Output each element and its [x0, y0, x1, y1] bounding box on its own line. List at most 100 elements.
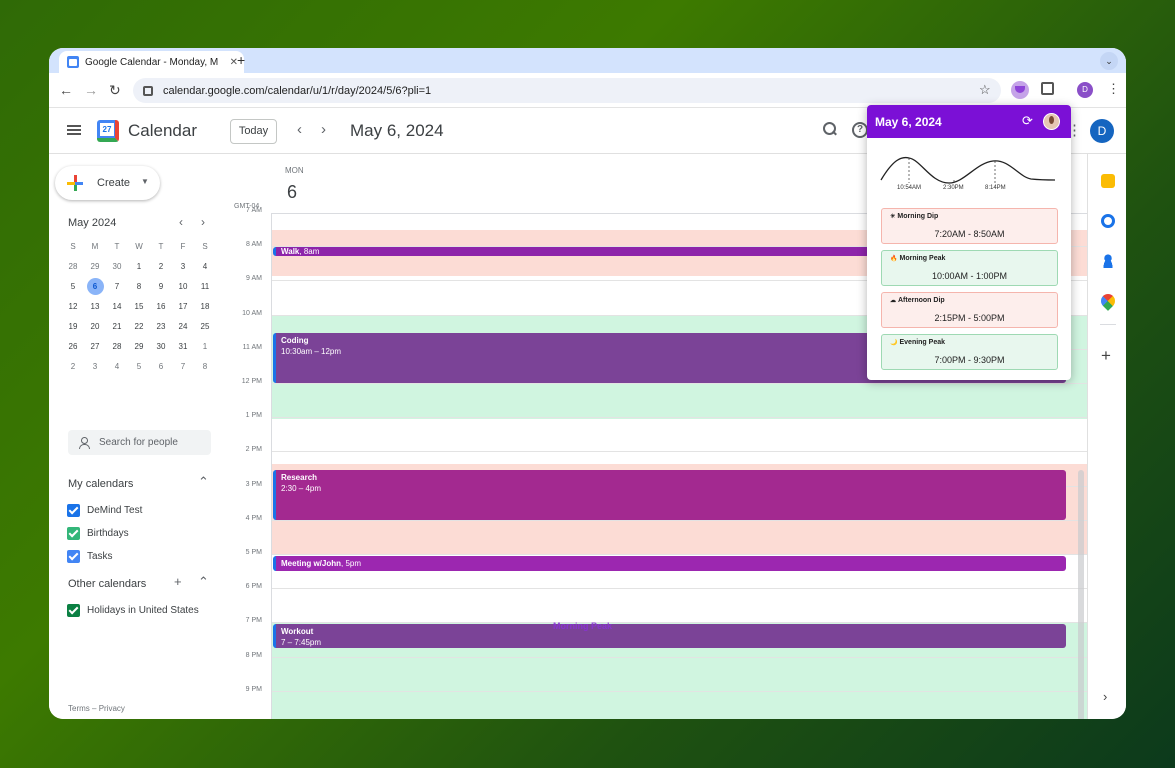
mini-day[interactable]: 25 [200, 322, 210, 331]
terms-link[interactable]: Terms [68, 704, 90, 713]
sync-icon[interactable]: ⟳ [1022, 113, 1033, 128]
browser-menu-icon[interactable]: ⋮ [1107, 81, 1120, 96]
mini-day[interactable]: 31 [178, 342, 188, 351]
mini-day[interactable]: 26 [68, 342, 78, 351]
period-card[interactable]: ☀ Morning Dip 7:20AM - 8:50AM [881, 208, 1058, 244]
scrollbar[interactable] [1078, 470, 1084, 719]
contacts-icon[interactable] [1101, 254, 1115, 268]
main-menu-icon[interactable] [67, 125, 81, 135]
mini-day[interactable]: 27 [90, 342, 100, 351]
account-avatar[interactable]: D [1090, 119, 1114, 143]
mini-day[interactable]: 14 [112, 302, 122, 311]
mini-day[interactable]: 9 [158, 282, 164, 291]
url-bar[interactable]: calendar.google.com/calendar/u/1/r/day/2… [133, 78, 1001, 103]
mini-day[interactable]: 29 [134, 342, 144, 351]
collapse-chevron-icon[interactable]: ⌃ [198, 574, 209, 589]
tab-close-icon[interactable]: ✕ [229, 56, 238, 68]
privacy-link[interactable]: Privacy [98, 704, 125, 713]
mini-day[interactable]: 3 [92, 362, 98, 371]
reload-icon[interactable]: ↻ [109, 82, 121, 98]
browser-profile-avatar[interactable]: D [1077, 82, 1093, 98]
expand-panel-icon[interactable]: › [1103, 689, 1108, 704]
mini-day[interactable]: 8 [136, 282, 142, 291]
mini-day[interactable]: 12 [68, 302, 78, 311]
period-card[interactable]: 🌙 Evening Peak 7:00PM - 9:30PM [881, 334, 1058, 370]
mini-day[interactable]: 8 [202, 362, 208, 371]
my-calendars-heading[interactable]: My calendars [68, 478, 134, 490]
mini-day[interactable]: 29 [90, 262, 100, 271]
today-button[interactable]: Today [230, 119, 277, 144]
calendar-event[interactable]: Research 2:30 – 4pm [273, 470, 1066, 520]
mini-day[interactable]: 28 [112, 342, 122, 351]
mini-day[interactable]: 23 [156, 322, 166, 331]
mini-day[interactable]: 13 [90, 302, 100, 311]
forward-icon[interactable]: → [84, 82, 98, 98]
mini-day[interactable]: 4 [202, 262, 208, 271]
new-tab-icon[interactable]: + [237, 52, 246, 68]
next-day-icon[interactable]: › [321, 121, 326, 138]
bookmark-star-icon[interactable]: ☆ [979, 82, 991, 97]
mini-day[interactable]: 30 [156, 342, 166, 351]
mini-day[interactable]: 20 [90, 322, 100, 331]
period-card[interactable]: 🔥 Morning Peak 10:00AM - 1:00PM [881, 250, 1058, 286]
site-info-icon[interactable] [143, 85, 153, 96]
mini-prev-icon[interactable]: ‹ [179, 215, 183, 229]
calendar-item[interactable]: Birthdays [67, 525, 129, 541]
demind-extension-icon[interactable] [1011, 81, 1029, 99]
checkbox-icon[interactable] [67, 603, 80, 617]
mini-day[interactable]: 22 [134, 322, 144, 331]
period-card[interactable]: ☁ Afternoon Dip 2:15PM - 5:00PM [881, 292, 1058, 328]
mini-day[interactable]: 24 [178, 322, 188, 331]
mini-day[interactable]: 28 [68, 262, 78, 271]
mini-next-icon[interactable]: › [201, 215, 205, 229]
user-avatar[interactable] [1043, 113, 1060, 130]
mini-day[interactable]: 7 [114, 282, 120, 291]
calendar-event[interactable]: Walk, 8am [273, 247, 873, 256]
mini-day[interactable]: 4 [114, 362, 120, 371]
mini-day[interactable]: 30 [112, 262, 122, 271]
mini-day[interactable]: 5 [136, 362, 142, 371]
get-addons-icon[interactable]: + [1101, 346, 1111, 365]
mini-day[interactable]: 2 [158, 262, 164, 271]
tasks-icon[interactable] [1101, 214, 1115, 228]
mini-day[interactable]: 6 [158, 362, 164, 371]
mini-day[interactable]: 2 [70, 362, 76, 371]
search-icon[interactable] [822, 121, 838, 137]
calendar-logo-icon[interactable]: 27 [97, 120, 119, 142]
day-number[interactable]: 6 [287, 182, 298, 202]
browser-tab[interactable]: Google Calendar - Monday, M ✕ [59, 51, 244, 73]
mini-day[interactable]: 7 [180, 362, 186, 371]
mini-day[interactable]: 1 [202, 342, 208, 351]
tab-search-icon[interactable]: ⌄ [1100, 52, 1118, 70]
help-icon[interactable]: ? [852, 122, 868, 138]
mini-day[interactable]: 18 [200, 302, 210, 311]
create-button[interactable]: Create ▼ [55, 166, 160, 200]
calendar-item[interactable]: Holidays in United States [67, 602, 199, 618]
checkbox-icon[interactable] [67, 503, 80, 517]
extensions-puzzle-icon[interactable] [1041, 82, 1054, 95]
mini-day[interactable]: 15 [134, 302, 144, 311]
mini-day[interactable]: 19 [68, 322, 78, 331]
mini-day[interactable]: 5 [70, 282, 76, 291]
maps-icon[interactable] [1098, 291, 1118, 311]
other-calendars-heading[interactable]: Other calendars [68, 578, 147, 590]
mini-day[interactable]: 21 [112, 322, 122, 331]
search-people-input[interactable]: Search for people [68, 430, 211, 455]
mini-day[interactable]: 16 [156, 302, 166, 311]
mini-day-selected[interactable]: 6 [84, 277, 106, 297]
calendar-item[interactable]: Tasks [67, 548, 113, 564]
mini-day[interactable]: 3 [180, 262, 186, 271]
mini-day[interactable]: 17 [178, 302, 188, 311]
checkbox-icon[interactable] [67, 526, 80, 540]
back-icon[interactable]: ← [59, 82, 73, 98]
calendar-event[interactable]: Meeting w/John, 5pm [273, 556, 1066, 571]
add-calendar-icon[interactable]: + [174, 574, 182, 589]
keep-icon[interactable] [1101, 174, 1115, 188]
calendar-item[interactable]: DeMind Test [67, 502, 142, 518]
mini-day[interactable]: 11 [200, 282, 210, 291]
checkbox-icon[interactable] [67, 549, 80, 563]
calendar-event[interactable]: Workout 7 – 7:45pm [273, 624, 1066, 648]
collapse-chevron-icon[interactable]: ⌃ [198, 474, 209, 489]
mini-day[interactable]: 10 [178, 282, 188, 291]
prev-day-icon[interactable]: ‹ [297, 121, 302, 138]
